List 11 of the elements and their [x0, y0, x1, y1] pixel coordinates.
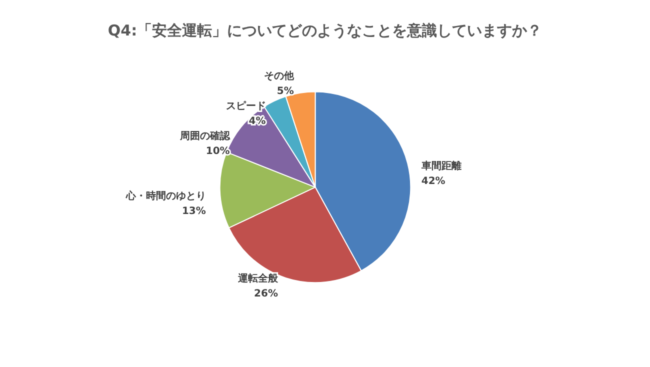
- chart-title: Q4:「安全運転」についてどのようなことを意識していますか？: [108, 22, 542, 40]
- slice-label: 車間距離: [420, 160, 462, 172]
- slice-label: 運転全般: [236, 272, 279, 284]
- data-label: 26%: [254, 288, 278, 300]
- slice-label: その他: [264, 70, 295, 82]
- data-label: 5%: [276, 86, 294, 98]
- slice-label: 心・時間のゆとり: [124, 190, 206, 202]
- data-label: 42%: [421, 176, 446, 188]
- data-label: 13%: [182, 206, 206, 218]
- data-label: 4%: [248, 116, 266, 128]
- slice-label: 周囲の確認: [178, 130, 231, 142]
